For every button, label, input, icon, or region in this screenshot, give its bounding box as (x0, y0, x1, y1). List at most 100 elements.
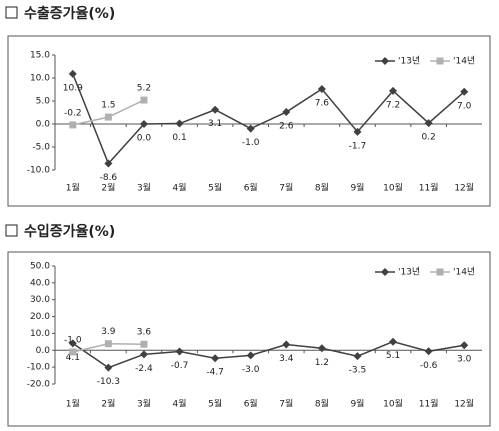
data-label: 3.0 (457, 355, 472, 365)
data-label: 10.9 (63, 83, 83, 93)
data-point (389, 337, 398, 346)
x-tick-label: 7월 (279, 398, 293, 410)
data-label: -3.5 (349, 366, 367, 376)
legend-marker (381, 57, 389, 65)
data-point (282, 340, 291, 349)
series-line (72, 73, 465, 165)
data-point (246, 351, 255, 360)
data-label: -0.6 (420, 361, 438, 371)
x-tick-label: 12월 (454, 398, 474, 410)
data-point (317, 85, 326, 94)
data-point (104, 363, 113, 372)
x-tick-label: 9월 (350, 398, 364, 410)
data-point (104, 340, 112, 348)
data-point (139, 120, 148, 128)
x-tick-label: 8월 (315, 398, 329, 410)
data-point (389, 86, 398, 95)
x-tick-label: 11월 (419, 398, 439, 410)
x-tick-label: 5월 (208, 398, 222, 410)
data-label: 3.1 (208, 119, 222, 129)
data-point (69, 348, 77, 356)
data-label: -3.0 (242, 365, 260, 375)
x-tick-label: 10월 (383, 182, 403, 194)
y-tick-label: -10.0 (27, 363, 51, 373)
data-point (140, 96, 148, 104)
x-tick-label: 12월 (454, 182, 474, 194)
data-label: 5.2 (137, 84, 151, 94)
x-tick-label: 1월 (66, 398, 80, 410)
legend-label: '14년 (453, 267, 475, 278)
legend-marker (436, 268, 444, 276)
data-label: -10.3 (97, 377, 120, 387)
legend-marker (381, 268, 389, 276)
x-tick-label: 2월 (101, 182, 115, 194)
legend-label: '13년 (398, 56, 420, 67)
data-point (140, 340, 148, 348)
legend-marker (436, 57, 444, 65)
checkbox (5, 224, 18, 237)
x-tick-label: 6월 (244, 398, 258, 410)
y-tick-label: 10.0 (30, 329, 50, 339)
legend-label: '14년 (453, 56, 475, 67)
data-point (282, 108, 291, 117)
data-label: -1.7 (349, 141, 367, 151)
data-label: -1.0 (64, 335, 82, 345)
x-tick-label: 1월 (66, 182, 80, 194)
y-tick-label: 50.0 (30, 262, 50, 272)
data-point (104, 113, 112, 121)
data-label: 2.6 (279, 122, 294, 132)
data-point (424, 347, 433, 356)
data-label: 1.5 (101, 101, 115, 111)
y-tick-label: -5.0 (32, 143, 50, 153)
data-label: -1.0 (242, 138, 260, 148)
x-tick-label: 4월 (173, 182, 187, 194)
y-tick-label: -20.0 (27, 380, 51, 390)
y-tick-label: 30.0 (30, 295, 50, 305)
data-point (139, 350, 148, 359)
x-tick-label: 5월 (208, 182, 222, 194)
x-tick-label: 8월 (315, 182, 329, 194)
data-point (175, 119, 184, 128)
series-line (72, 340, 465, 369)
x-tick-label: 3월 (137, 398, 151, 410)
data-label: 5.1 (386, 351, 400, 361)
chart-frame (7, 251, 491, 427)
x-tick-label: 7월 (279, 182, 293, 194)
data-point (104, 159, 113, 168)
data-point (68, 69, 77, 78)
data-label: 3.6 (137, 328, 152, 338)
data-label: 0.0 (137, 134, 152, 144)
y-tick-label: 20.0 (30, 312, 50, 322)
x-tick-label: 6월 (244, 182, 258, 194)
data-point (424, 119, 433, 128)
y-tick-label: 15.0 (30, 51, 50, 61)
data-label: 7.6 (315, 99, 330, 109)
x-tick-label: 11월 (419, 182, 439, 194)
data-label: 4.1 (66, 353, 80, 363)
data-point (246, 124, 255, 133)
chart-title: 수출증가율(%) (24, 5, 115, 22)
data-label: -4.7 (206, 368, 224, 378)
data-label: 0.1 (172, 133, 186, 143)
data-label: 1.2 (315, 358, 329, 368)
data-label: -0.7 (171, 361, 189, 371)
y-tick-label: 40.0 (30, 278, 50, 288)
chart-frame (7, 35, 491, 207)
x-tick-label: 10월 (383, 398, 403, 410)
data-point (211, 105, 220, 114)
y-tick-label: 0.0 (36, 346, 51, 356)
data-point (317, 344, 326, 353)
x-tick-label: 4월 (173, 398, 187, 410)
data-label: -8.6 (100, 173, 118, 183)
legend-label: '13년 (398, 267, 420, 278)
data-label: 3.4 (279, 354, 294, 364)
y-tick-label: 10.0 (30, 74, 50, 84)
y-tick-label: 5.0 (36, 97, 51, 107)
x-tick-label: 3월 (137, 182, 151, 194)
data-label: 0.2 (421, 133, 435, 143)
data-label: 7.0 (457, 101, 472, 111)
x-tick-label: 2월 (101, 398, 115, 410)
data-point (175, 347, 184, 356)
data-point (353, 352, 362, 361)
